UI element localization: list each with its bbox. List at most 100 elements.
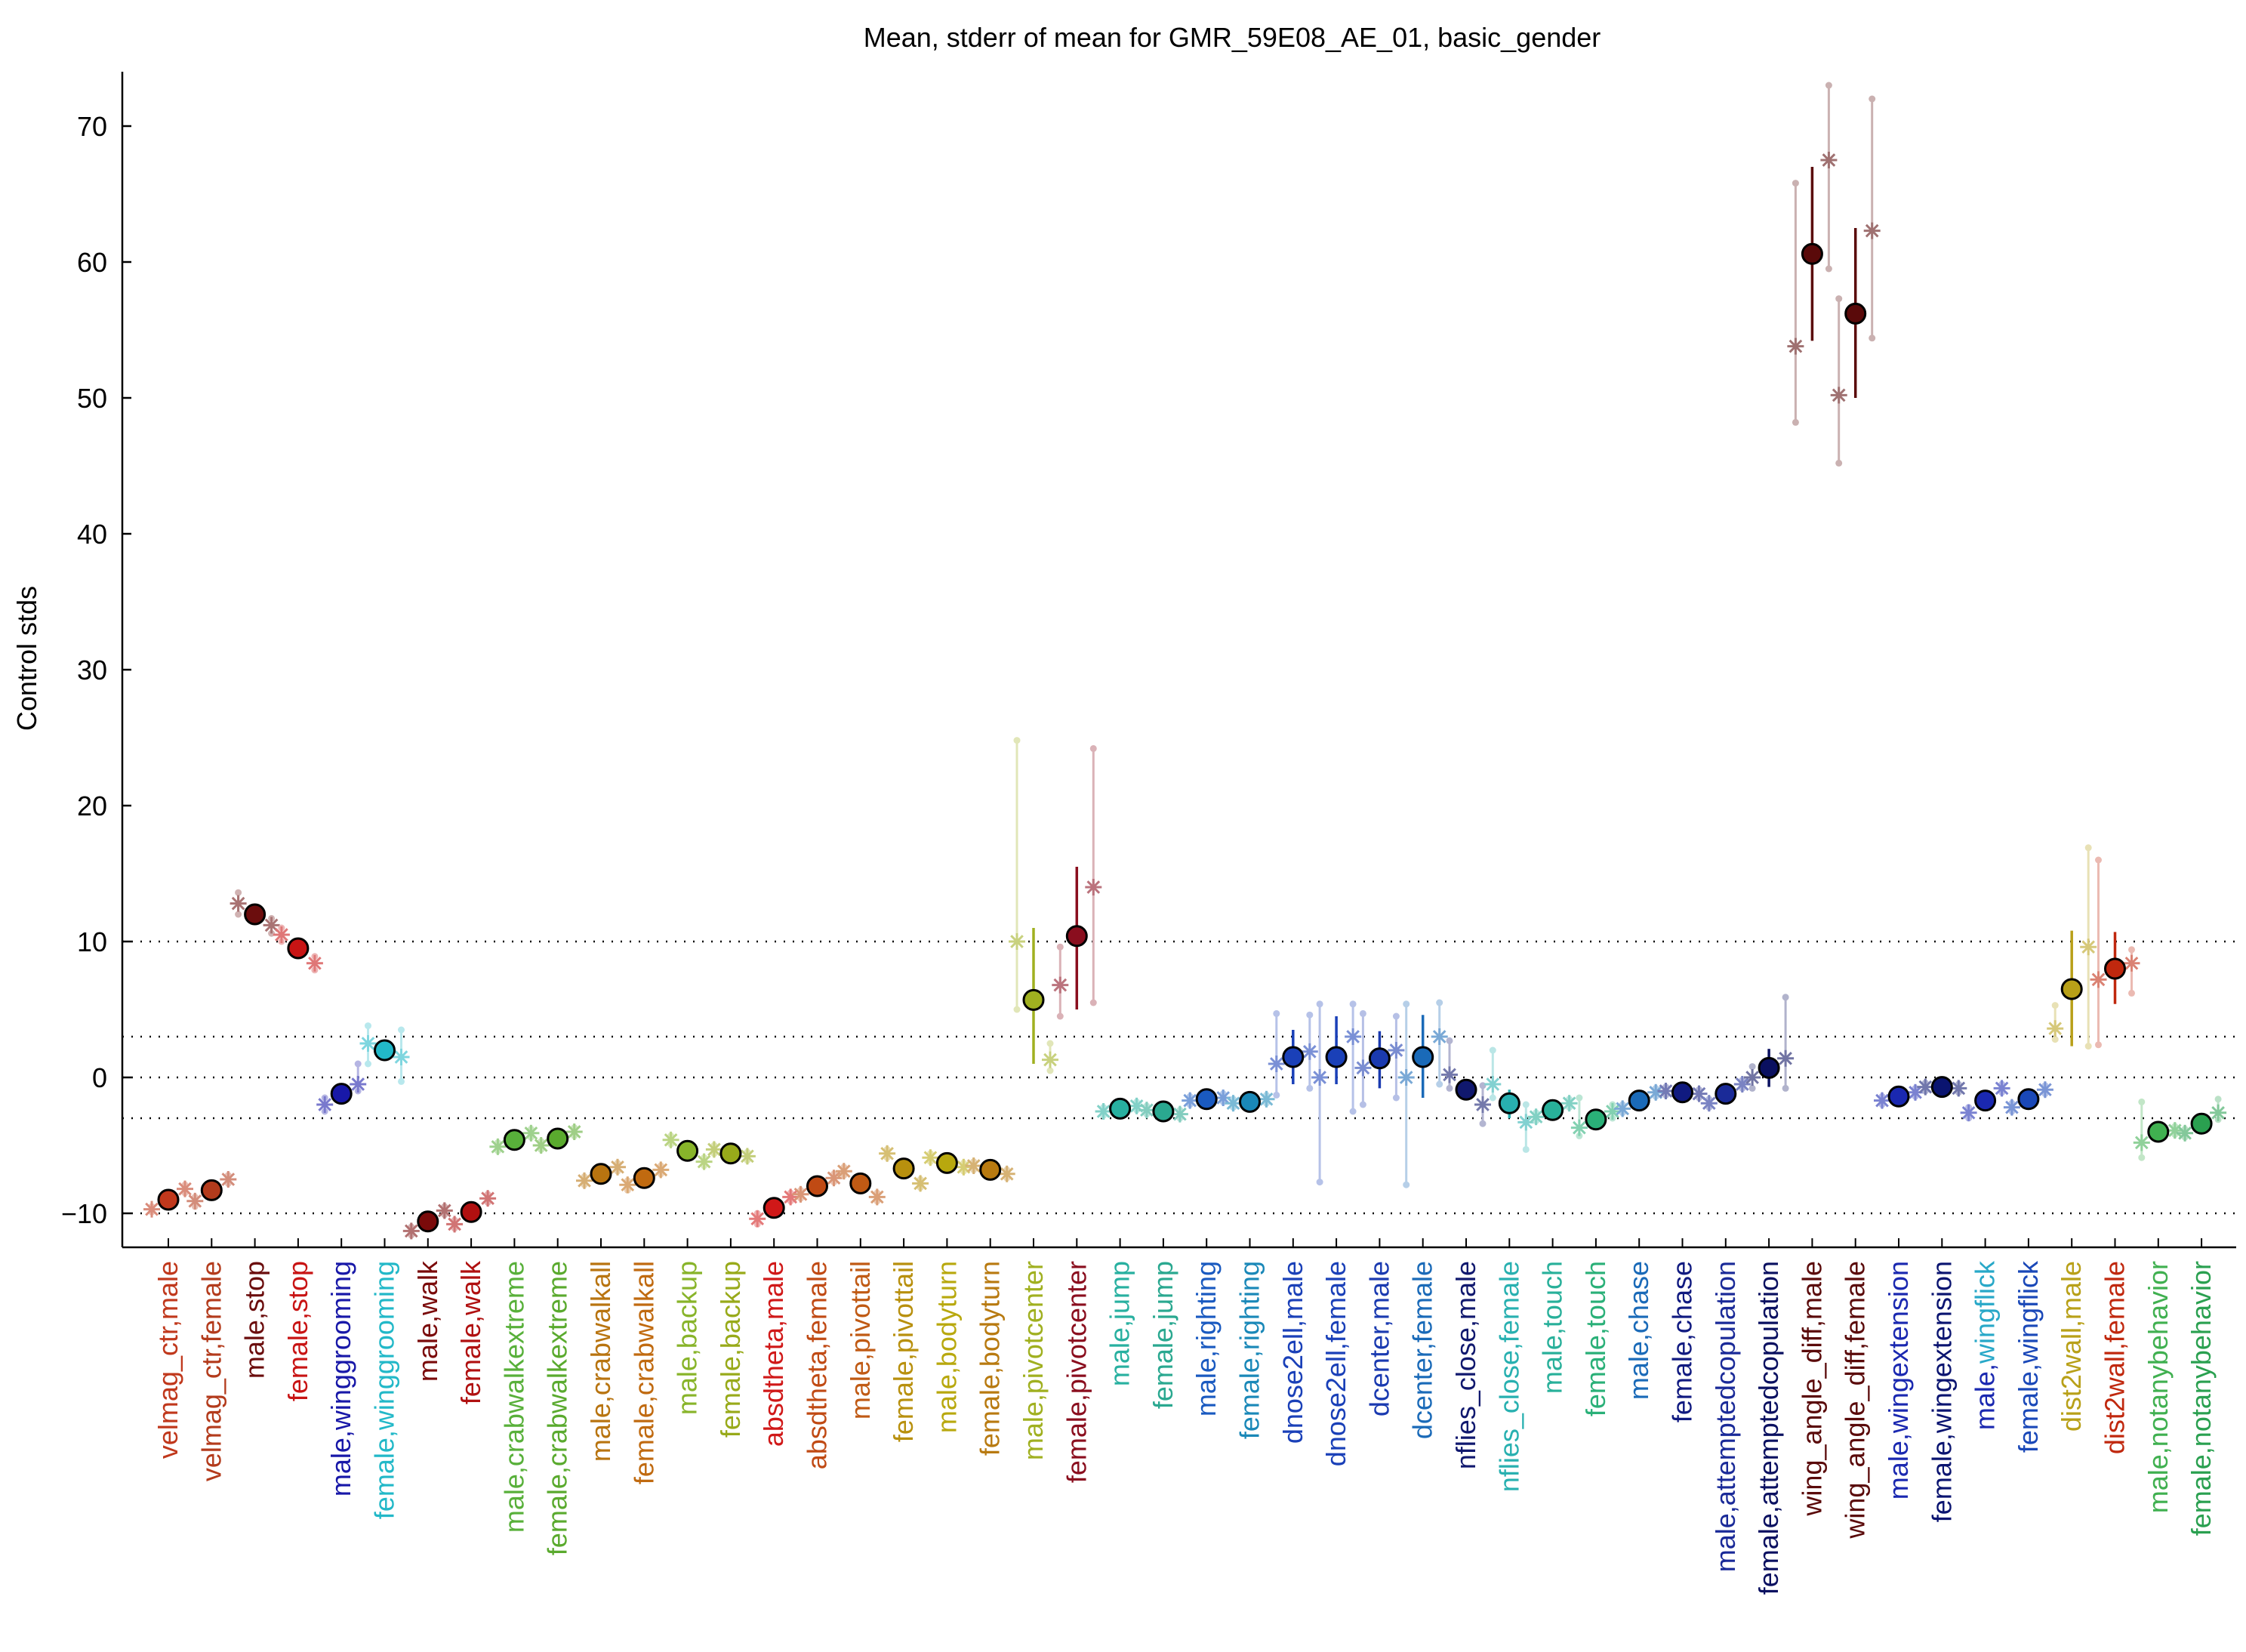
category-male-jump [1095, 1097, 1145, 1120]
replicate-mean-marker [2080, 938, 2097, 956]
replicate-star-stroke [1832, 388, 1846, 402]
replicate-range-end [354, 1060, 362, 1068]
x-tick-label: female,crabwalkall [628, 1261, 659, 1484]
replicate-range-end [1089, 744, 1097, 752]
replicate-mean-marker [220, 1171, 237, 1188]
reference-lines [122, 940, 2236, 1215]
mean-marker [849, 1172, 872, 1194]
replicate-mean-marker [1700, 1095, 1718, 1112]
replicate-range-end [1273, 1091, 1280, 1099]
x-tick-label: male,stop [239, 1261, 270, 1379]
x-tick-label: female,pivottail [888, 1261, 919, 1442]
replicate-range-end [1359, 1101, 1366, 1108]
replicate-star-stroke [2134, 1136, 2149, 1150]
replicate-range-end [1316, 1179, 1323, 1186]
mean-marker [763, 1197, 785, 1219]
replicate-star-stroke [1788, 339, 1803, 353]
replicate-range-end [1835, 295, 1843, 303]
replicate-range-end [365, 1022, 371, 1030]
x-tick-label-part: male, [1970, 1364, 2001, 1430]
mean-marker [1368, 1047, 1391, 1070]
x-tick-label-part: female,wingextension [1926, 1261, 1957, 1522]
x-tick-label: male,touch [1537, 1261, 1568, 1394]
replicate-star-stroke [1399, 1071, 1413, 1084]
mean-marker [1758, 1056, 1780, 1079]
x-tick-label: female,attemptedcopulation [1753, 1261, 1784, 1595]
category-dnose2ell-male [1268, 1009, 1318, 1099]
replicate-mean-marker [662, 1131, 679, 1148]
replicate-star-stroke [351, 1077, 365, 1091]
replicate-mean-marker [1301, 1043, 1318, 1060]
replicate-range-end [1489, 1094, 1496, 1102]
category-female-jump [1138, 1100, 1188, 1123]
replicate-star-stroke [957, 1160, 971, 1174]
mean-marker [1715, 1083, 1737, 1105]
replicate-star-stroke [966, 1159, 981, 1173]
x-tick-label: female,crabwalkextreme [542, 1261, 573, 1555]
replicate-star-stroke [1010, 935, 1024, 948]
replicate-range-end [1403, 1000, 1410, 1008]
x-tick-label: dist2wall,female [2100, 1261, 2130, 1454]
category-wing-angle-diff-female [1830, 95, 1881, 467]
x-tick-label: male,jump [1105, 1261, 1135, 1386]
replicate-star-stroke [318, 1098, 332, 1111]
replicate-star-stroke [178, 1182, 192, 1196]
replicate-star-stroke [827, 1171, 841, 1185]
x-tick-label: female,pivotcenter [1061, 1261, 1092, 1483]
replicate-mean-marker [1874, 1092, 1890, 1109]
mean-marker [417, 1210, 439, 1233]
category-dist2wall-female [2090, 856, 2140, 1049]
replicate-mean-marker [1441, 1066, 1458, 1083]
mean-marker [892, 1157, 915, 1180]
replicate-range-end [398, 1077, 405, 1085]
x-tick-label-part: male,crabwalkall [585, 1261, 616, 1462]
mean-marker [503, 1129, 525, 1151]
replicate-range-end [1748, 1084, 1756, 1092]
x-tick-label-part: dist2wall,male [2056, 1261, 2087, 1432]
category-male-crabwalkall [576, 1158, 626, 1189]
x-tick-label-part: male,pivottail [845, 1261, 876, 1419]
replicate-star-stroke [923, 1151, 938, 1165]
category-female-backup [705, 1141, 756, 1165]
replicate-range-end [1489, 1046, 1496, 1054]
x-tick-label-part: female,pivotcenter [1061, 1261, 1092, 1483]
replicate-mean-marker [1258, 1090, 1275, 1108]
x-tick-label-part: male,pivotcenter [1018, 1261, 1049, 1460]
replicate-mean-marker [316, 1096, 334, 1113]
mean-marker [1239, 1090, 1261, 1113]
x-tick-label: absdtheta,female [802, 1261, 833, 1469]
mean-marker [1930, 1076, 1953, 1099]
x-tick-label: male,pivotcenter [1018, 1261, 1049, 1460]
replicate-star-stroke [481, 1191, 494, 1206]
replicate-mean-marker [1182, 1092, 1199, 1109]
replicate-star-stroke [1129, 1099, 1144, 1113]
replicate-mean-marker [1960, 1104, 1977, 1121]
replicate-range-end [1576, 1094, 1583, 1102]
x-tick-label: velmag_ctr,female [196, 1261, 226, 1481]
category-female-wingextension [1917, 1076, 1967, 1099]
mean-marker [1542, 1099, 1564, 1121]
data-series [143, 82, 2227, 1240]
replicate-star-stroke [1573, 1120, 1586, 1135]
mean-marker [806, 1175, 828, 1197]
replicate-star-stroke [1649, 1085, 1663, 1099]
replicate-star-stroke [221, 1173, 236, 1186]
x-tick-label: wing_angle_diff,male [1796, 1261, 1827, 1517]
replicate-star-stroke [1486, 1077, 1500, 1091]
category-male-wingflick [1960, 1080, 2010, 1122]
replicate-star-stroke [1313, 1071, 1326, 1084]
x-tick-label-part: dnose2ell,female [1320, 1261, 1351, 1466]
replicate-range-end [1446, 1084, 1453, 1092]
replicate-mean-marker [1527, 1108, 1545, 1126]
category-male-attemptedcopulation [1700, 1076, 1751, 1112]
replicate-star-stroke [1735, 1077, 1749, 1091]
replicate-star-stroke [1302, 1044, 1317, 1059]
replicate-range-end [2095, 856, 2102, 864]
replicate-star-stroke [524, 1126, 538, 1140]
replicate-star-stroke [231, 896, 245, 911]
x-tick-label: dist2wall,male [2056, 1261, 2087, 1432]
replicate-range-end [1522, 1101, 1530, 1108]
replicate-range-end [1792, 180, 1799, 187]
replicate-star-stroke [621, 1178, 635, 1192]
x-tick-label-part: dist2wall,female [2100, 1261, 2130, 1454]
